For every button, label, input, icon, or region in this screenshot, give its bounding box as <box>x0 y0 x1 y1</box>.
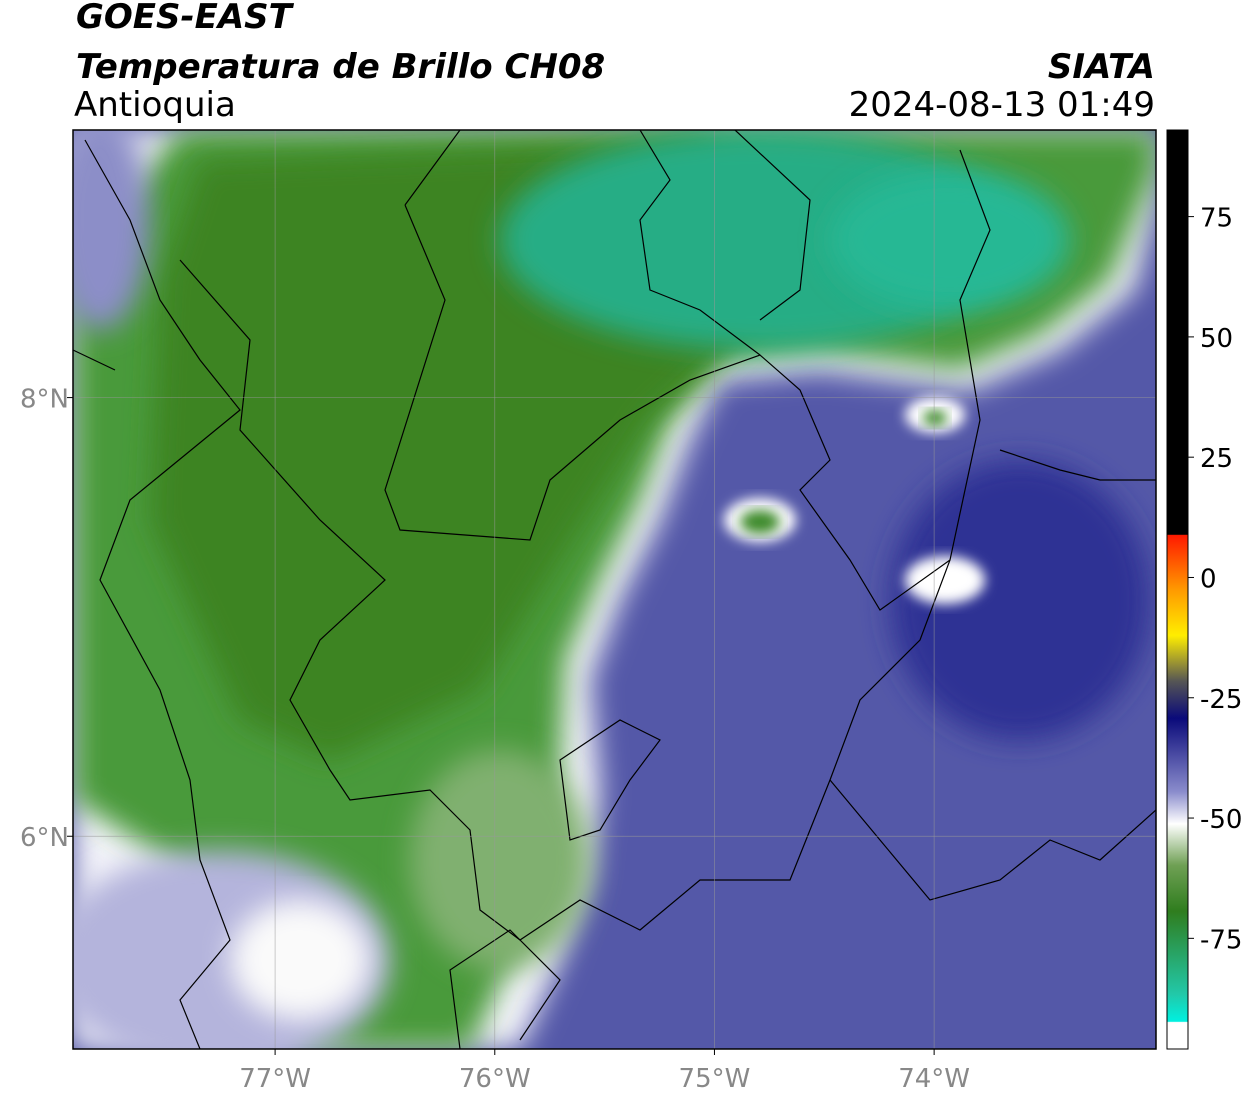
colorbar-tick-label: 75 <box>1200 204 1233 234</box>
grid <box>73 130 1156 1049</box>
x-tick-label: 75°W <box>679 1064 751 1094</box>
borders <box>73 130 1156 1049</box>
x-tick-label: 76°W <box>459 1064 531 1094</box>
timestamp: 2024-08-13 01:49 <box>849 85 1155 125</box>
colorbar-tick-label: 25 <box>1200 444 1233 474</box>
region: Antioquia <box>74 85 236 125</box>
map-frame <box>72 129 1157 1050</box>
y-tick-label: 8°N <box>20 385 69 415</box>
colorbar-tick-label: -75 <box>1200 925 1242 955</box>
map-image <box>73 130 1156 1049</box>
title: GOES-EAST <box>76 0 295 37</box>
x-tick-label: 74°W <box>898 1064 970 1094</box>
colorbar-tick-label: -50 <box>1200 805 1242 835</box>
colorbar-tick-label: -25 <box>1200 685 1242 715</box>
source: SIATA <box>1048 47 1155 87</box>
colorbar-tick-label: 50 <box>1200 324 1233 354</box>
colorbar <box>1166 129 1189 1050</box>
x-tick-label: 77°W <box>239 1064 311 1094</box>
colorbar-tick-label: 0 <box>1200 564 1217 594</box>
y-tick-label: 6°N <box>20 823 69 853</box>
subtitle: Temperatura de Brillo CH08 <box>76 47 605 87</box>
